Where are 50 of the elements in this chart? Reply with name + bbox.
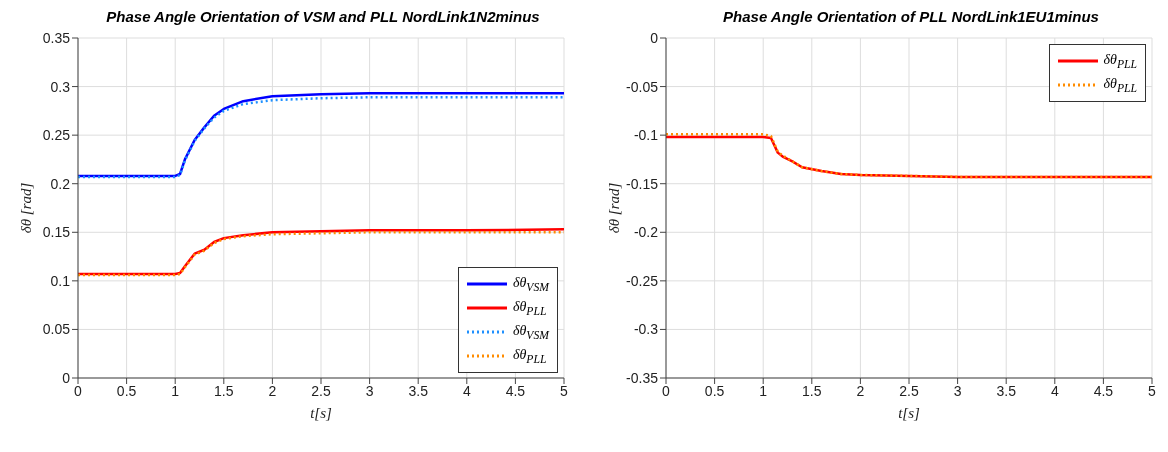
chart-title: Phase Angle Orientation of VSM and PLL NordLink1N2minus <box>105 8 541 25</box>
x-tick-label: 1 <box>759 382 768 399</box>
y-tick-label: 0.3 <box>50 78 71 95</box>
x-tick-label: 4.5 <box>1093 382 1114 399</box>
x-tick-label: 0.5 <box>116 382 137 399</box>
legend-label: δθ$_{PLL}$ <box>1103 51 1137 71</box>
y-tick-label: 0.25 <box>42 127 71 144</box>
x-tick-label: 2 <box>268 382 277 399</box>
y-tick-label: -0.1 <box>633 127 659 144</box>
x-tick-label: 3 <box>365 382 374 399</box>
x-tick-label: 4.5 <box>505 382 526 399</box>
legend-label: δθ$_{PLL}$ <box>1103 75 1137 95</box>
x-tick-label: 3 <box>953 382 962 399</box>
y-tick-label: 0.2 <box>50 175 71 192</box>
y-tick-label: -0.3 <box>633 321 659 338</box>
y-tick-label: 0.15 <box>42 224 71 241</box>
y-tick-label: 0.05 <box>42 321 71 338</box>
x-tick-label: 0.5 <box>704 382 725 399</box>
x-tick-label: 1.5 <box>802 382 822 399</box>
legend-label: δθ$_{VSM}$ <box>512 322 549 342</box>
x-tick-label: 4 <box>1050 382 1059 399</box>
x-tick-label: 0 <box>74 382 83 399</box>
x-tick-label: 1.5 <box>214 382 234 399</box>
x-tick-label: 5 <box>560 382 569 399</box>
x-tick-label: 0 <box>662 382 671 399</box>
y-tick-label: 0 <box>650 29 659 46</box>
legend-label: δθ$_{PLL}$ <box>512 298 547 318</box>
y-tick-label: 0.1 <box>50 272 71 289</box>
x-tick-label: 3.5 <box>408 382 429 399</box>
y-axis-title: δθ [rad] <box>18 182 35 234</box>
x-tick-label: 2.5 <box>311 382 331 399</box>
x-axis-title: t[s] <box>898 405 920 421</box>
y-tick-label: -0.15 <box>626 175 659 192</box>
x-axis-title: t[s] <box>310 405 332 421</box>
x-tick-label: 2.5 <box>899 382 919 399</box>
y-tick-label: -0.25 <box>626 272 659 289</box>
x-tick-label: 3.5 <box>996 382 1017 399</box>
y-tick-label: 0 <box>62 369 71 386</box>
legend-label: δθ$_{PLL}$ <box>512 346 547 366</box>
x-tick-label: 2 <box>856 382 865 399</box>
x-tick-label: 1 <box>171 382 180 399</box>
x-tick-label: 5 <box>1148 382 1157 399</box>
chart-title: Phase Angle Orientation of PLL NordLink1EU1minus <box>722 8 1100 25</box>
y-axis-title: δθ [rad] <box>606 182 623 234</box>
y-tick-label: 0.35 <box>42 29 71 46</box>
y-tick-label: -0.05 <box>626 78 659 95</box>
legend-label: δθ$_{VSM}$ <box>512 274 549 294</box>
x-tick-label: 4 <box>462 382 471 399</box>
y-tick-label: -0.35 <box>626 369 659 386</box>
y-tick-label: -0.2 <box>633 224 659 241</box>
